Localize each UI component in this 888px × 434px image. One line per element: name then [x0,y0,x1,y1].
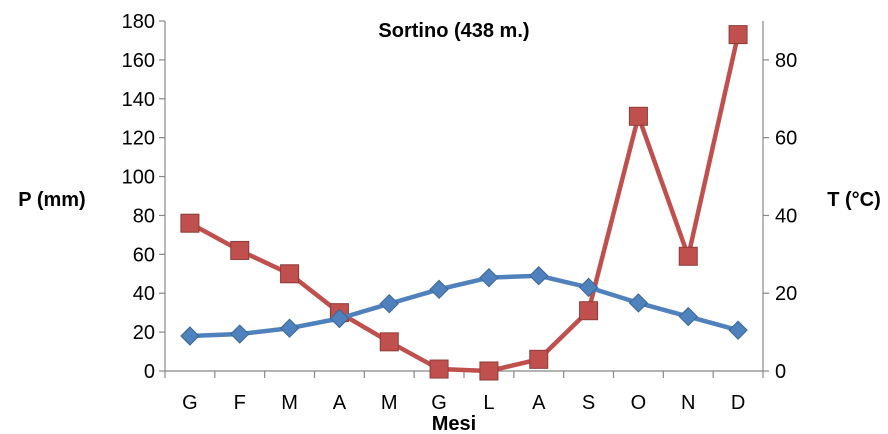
diamond-marker [180,326,200,346]
square-marker [728,25,748,45]
y-left-tick-label: 60 [133,244,155,266]
square-marker [230,240,250,260]
diamond-marker [728,320,748,340]
y-axis-left-label: P (mm) [18,189,85,211]
y-left-tick-label: 80 [133,205,155,227]
x-category-label: S [582,392,595,414]
diamond-marker [479,267,499,288]
x-category-label: L [483,392,494,414]
x-category-label: G [182,392,198,414]
x-category-label: F [234,392,246,414]
y-axis-right-label: T (°C) [827,189,881,211]
diamond-marker [529,266,549,286]
chart-title: Sortino (438 m.) [378,20,529,42]
diamond-marker [678,306,698,327]
series-line [189,273,739,339]
square-marker [479,361,499,381]
y-left-tick-label: 120 [122,128,155,150]
x-category-label: M [281,392,298,414]
square-marker [180,213,200,233]
square-marker [379,332,399,352]
series-line [188,34,741,374]
diamond-marker [628,293,649,313]
y-right-tick-label: 20 [775,283,797,305]
diamond-marker [379,294,399,314]
square-marker [280,264,300,284]
diamond-marker [329,308,350,329]
y-left-tick-label: 20 [133,322,155,344]
y-left-tick-label: 180 [122,11,155,33]
y-right-tick-label: 0 [775,361,786,383]
y-left-tick-label: 160 [122,50,155,72]
y-left-tick-label: 0 [144,361,155,383]
x-category-label: A [333,392,347,414]
square-marker [628,106,648,126]
temperature-series [180,266,748,346]
square-marker [529,349,549,369]
x-axis-label: Mesi [432,413,476,434]
y-right-tick-label: 40 [775,205,797,227]
diamond-marker [230,324,250,344]
x-category-label: M [381,392,398,414]
y-left-tick-label: 40 [133,283,155,305]
chart-axes: 0 20 40 60 80 100 120 140 160 180 0 20 40 60 80 G F M A M G L… [122,11,798,414]
x-category-label: N [681,392,695,414]
square-marker [678,246,698,266]
precipitation-series [180,25,748,381]
y-right-tick-label: 60 [775,128,797,150]
x-category-label: A [532,392,546,414]
x-category-label: G [431,392,447,414]
diamond-marker [279,318,300,338]
diamond-marker [578,277,599,298]
square-marker [429,359,449,379]
y-left-tick-label: 100 [122,167,155,189]
square-marker [579,301,599,321]
y-right-tick-label: 80 [775,50,797,72]
diamond-marker [429,279,449,300]
y-left-tick-label: 140 [122,89,155,111]
x-category-label: O [631,392,647,414]
series-layer [180,25,748,381]
x-category-label: D [731,392,745,414]
